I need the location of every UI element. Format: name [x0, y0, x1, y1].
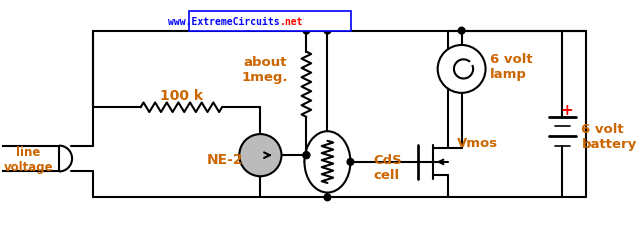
Circle shape — [303, 28, 309, 35]
Text: about
1meg.: about 1meg. — [242, 56, 288, 84]
Ellipse shape — [304, 132, 351, 193]
Circle shape — [303, 152, 309, 159]
Circle shape — [324, 194, 331, 201]
Text: CdS
cell: CdS cell — [374, 153, 402, 181]
Circle shape — [324, 28, 331, 35]
Circle shape — [458, 28, 465, 35]
Text: 100 k: 100 k — [160, 88, 204, 102]
Bar — [189, 12, 351, 32]
Text: NE-2: NE-2 — [207, 152, 243, 166]
Circle shape — [303, 152, 309, 159]
Circle shape — [347, 159, 354, 165]
Text: Vmos: Vmos — [457, 137, 498, 150]
Text: line
voltage: line voltage — [4, 145, 53, 173]
Text: .net: .net — [280, 17, 303, 27]
Text: 6 volt
lamp: 6 volt lamp — [490, 53, 533, 81]
Ellipse shape — [239, 134, 281, 176]
Text: 6 volt
battery: 6 volt battery — [582, 122, 637, 150]
Text: +: + — [560, 102, 573, 117]
Circle shape — [438, 46, 485, 94]
Text: www.ExtremeCircuits: www.ExtremeCircuits — [168, 17, 280, 27]
